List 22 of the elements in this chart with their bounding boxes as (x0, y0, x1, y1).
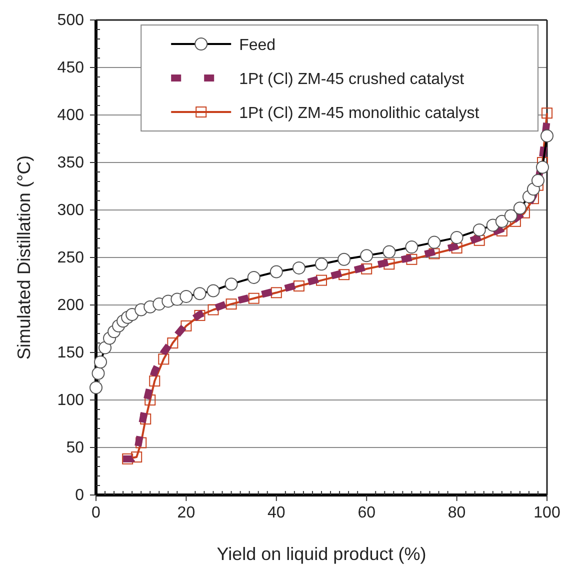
y-tick-label: 300 (57, 202, 84, 220)
x-axis-title: Yield on liquid product (%) (216, 544, 426, 564)
y-tick-label: 250 (57, 250, 84, 267)
y-tick-label: 150 (57, 344, 84, 362)
y-tick-label: 500 (57, 12, 84, 30)
y-tick-label: 0 (75, 487, 84, 504)
y-tick-label: 50 (66, 440, 84, 457)
x-tick-label: 60 (358, 504, 376, 522)
y-tick-label: 400 (57, 107, 84, 124)
y-tick-label: 200 (57, 297, 84, 314)
x-tick-label: 40 (268, 504, 286, 522)
x-tick-label: 20 (177, 504, 196, 522)
y-tick-label: 350 (57, 154, 84, 172)
y-tick-label: 100 (57, 392, 84, 410)
legend-label: Feed (239, 37, 276, 54)
legend-label: 1Pt (Cl) ZM-45 monolithic catalyst (239, 105, 480, 122)
x-tick-label: 80 (448, 504, 466, 522)
y-axis-title: Simulated Distillation (°C) (14, 155, 34, 360)
legend-label: 1Pt (Cl) ZM-45 crushed catalyst (239, 71, 465, 88)
y-tick-label: 450 (57, 60, 84, 77)
x-tick-label: 0 (92, 504, 101, 522)
x-tick-label: 100 (534, 504, 560, 522)
